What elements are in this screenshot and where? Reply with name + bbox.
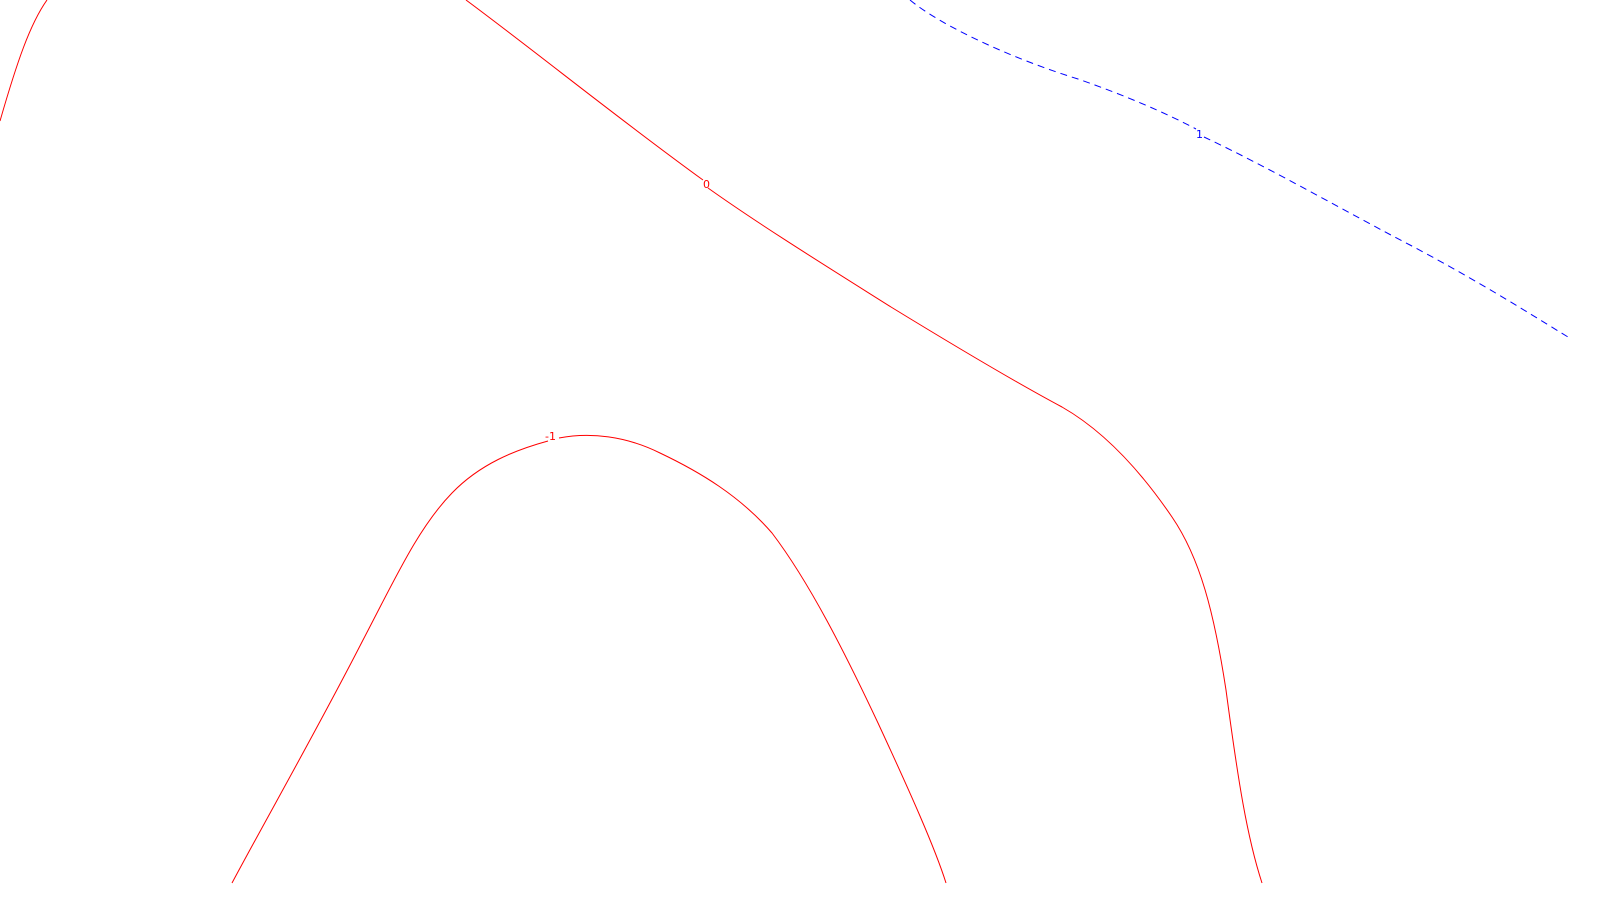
zero-red-contour-line: [465, 0, 1263, 884]
one-blue-contour-label: 1: [1196, 128, 1203, 141]
minus-one-red-contour-label: -1: [545, 430, 556, 443]
minus-one-red-contour-line: [231, 434, 947, 884]
one-blue-dashed-contour-line: [909, 0, 1569, 338]
top-left-red-contour-line: [0, 0, 48, 122]
zero-contour-label: 0: [703, 178, 710, 191]
